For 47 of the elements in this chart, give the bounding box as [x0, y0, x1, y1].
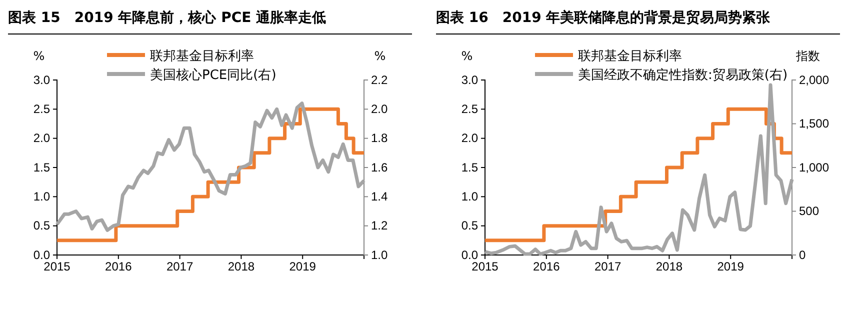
y-tick-label: 1.5: [461, 160, 478, 174]
y-tick-label: 1.5: [33, 160, 50, 174]
y2-tick-label: 1.8: [371, 131, 388, 146]
x-tick-label: 2017: [594, 260, 622, 274]
y-tick-label: 2.5: [33, 102, 50, 116]
y-tick-label: 0.0: [461, 248, 478, 262]
y-tick-label: 1.0: [33, 190, 50, 204]
legend-label: 美国核心PCE同比(右): [150, 67, 276, 83]
x-tick-label: 2018: [656, 260, 683, 274]
y-tick-label: 2.0: [33, 131, 50, 146]
y-tick-label: 0.0: [33, 248, 50, 262]
chart-title: 图表 16 2019 年美联储降息的背景是贸易局势紧张: [436, 9, 772, 26]
legend-label: 美国经政不确定性指数:贸易政策(右): [578, 67, 788, 83]
y2-tick-label: 1.2: [371, 218, 388, 233]
y-tick-label: 1.0: [461, 190, 478, 204]
y-axis-title: %: [33, 49, 45, 63]
y2-tick-label: 2.0: [371, 102, 388, 116]
x-tick-label: 2016: [533, 260, 560, 274]
x-tick-label: 2019: [717, 260, 744, 274]
y-tick-label: 0.5: [33, 218, 50, 233]
chart-title: 图表 15 2019 年降息前，核心 PCE 通胀率走低: [8, 9, 326, 26]
y2-tick-label: 2,000: [799, 72, 830, 87]
y-tick-label: 3.0: [33, 72, 50, 87]
x-tick-label: 2016: [105, 260, 132, 274]
y2-tick-label: 1.4: [371, 190, 388, 204]
y-tick-label: 2.0: [461, 131, 478, 146]
y2-axis-title: 指数: [795, 49, 820, 63]
y-axis-title: %: [461, 49, 473, 63]
y2-tick-label: 1.6: [371, 160, 388, 174]
x-tick-label: 2015: [44, 260, 71, 274]
x-tick-label: 2017: [166, 260, 194, 274]
y2-tick-label: 500: [799, 204, 820, 218]
legend-label: 联邦基金目标利率: [578, 48, 682, 64]
x-tick-label: 2019: [289, 260, 316, 274]
y2-axis-title: %: [374, 49, 386, 63]
y-tick-label: 3.0: [461, 72, 478, 87]
y2-tick-label: 1,000: [799, 160, 830, 174]
x-tick-label: 2018: [228, 260, 255, 274]
y2-tick-label: 1.0: [371, 248, 388, 262]
y-tick-label: 0.5: [461, 218, 478, 233]
line-series: [483, 83, 794, 256]
y-tick-label: 2.5: [461, 102, 478, 116]
y2-tick-label: 2.2: [371, 72, 388, 87]
y2-tick-label: 1,500: [799, 116, 830, 131]
y2-tick-label: 0: [799, 248, 806, 262]
x-tick-label: 2015: [472, 260, 499, 274]
legend-label: 联邦基金目标利率: [150, 48, 254, 64]
